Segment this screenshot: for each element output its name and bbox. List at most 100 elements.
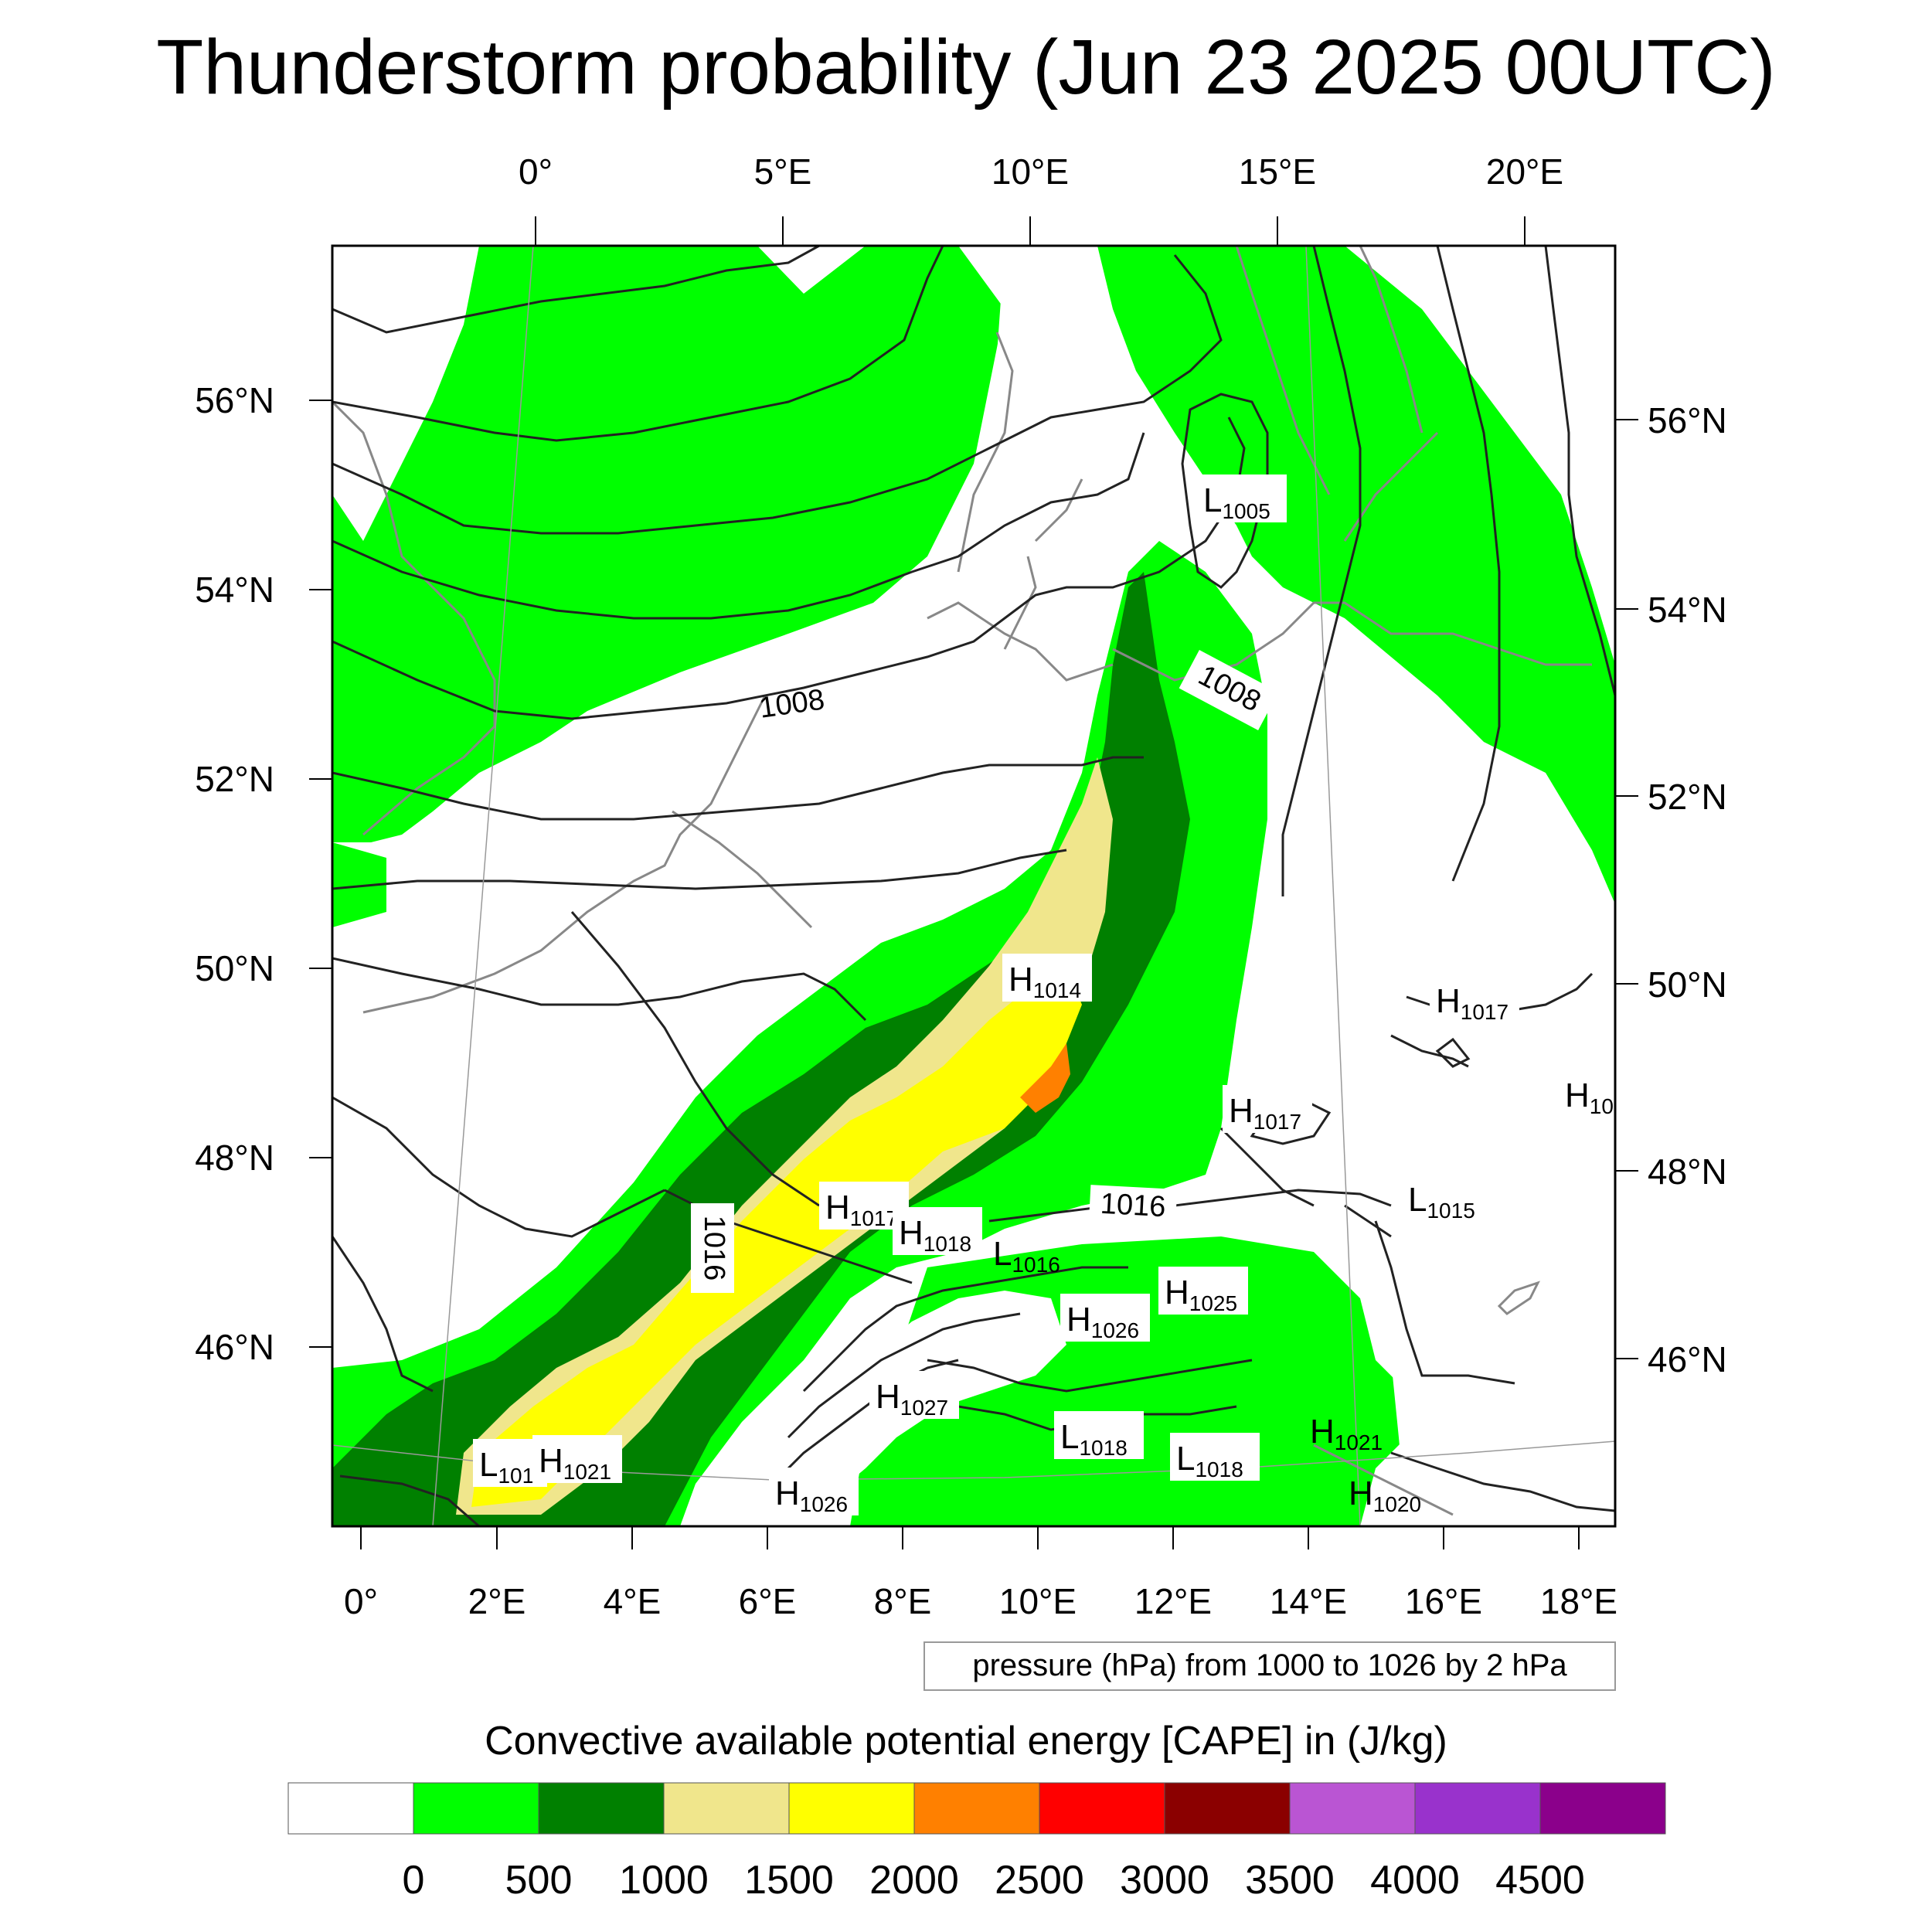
map-title: Thunderstorm probability (Jun 23 2025 00… <box>156 24 1776 111</box>
pressure-center-box <box>1060 1294 1150 1342</box>
pressure-center-H-3: H1017 <box>1430 975 1519 1024</box>
pressure-center-box <box>532 1435 622 1483</box>
coastline-britain <box>332 400 496 836</box>
top-lon-label-2: 10°E <box>992 151 1069 192</box>
pressure-center-L-12: L1018 <box>1054 1411 1144 1460</box>
right-lat-label-1: 54°N <box>1648 590 1727 630</box>
pressure-center-label: L1016 <box>993 1235 1060 1277</box>
bottom-lon-label-3: 6°E <box>739 1581 797 1621</box>
isobar-alps-f <box>1390 1451 1615 1512</box>
pressure-center-L-7: L1015 <box>1408 1181 1475 1223</box>
isobar-8 <box>332 957 867 1022</box>
isobar-alps-c <box>771 1359 959 1485</box>
isobar-label-1016-horizontal: 1016 <box>1100 1188 1167 1223</box>
pressure-center-box <box>1054 1411 1144 1459</box>
legend-swatch <box>287 1782 414 1835</box>
left-lat-label-1: 54°N <box>195 570 274 610</box>
pressure-center-H-14: H1021 <box>1310 1413 1383 1455</box>
legend-swatch <box>1539 1782 1666 1835</box>
pressure-center-label: L1015 <box>1408 1181 1475 1223</box>
coastline-balaton <box>1497 1281 1540 1315</box>
pressure-center-label: L1018 <box>1176 1440 1243 1482</box>
pressure-center-H-9: H1025 <box>1158 1267 1248 1315</box>
pressure-center-L-8: L1016 <box>993 1235 1060 1277</box>
pressure-center-box <box>1170 1433 1260 1481</box>
isobar-alps-d <box>927 1359 1253 1393</box>
legend-label: 3500 <box>1245 1858 1335 1903</box>
legend-swatch <box>1039 1782 1165 1835</box>
right-lat-label-3: 50°N <box>1648 964 1727 1005</box>
pressure-center-label: H1014 <box>1009 961 1081 1003</box>
isobar-3 <box>332 254 1223 535</box>
bottom-lon-label-2: 4°E <box>604 1581 662 1621</box>
bottom-lon-label-7: 14°E <box>1270 1581 1347 1621</box>
legend-label: 4000 <box>1370 1858 1460 1903</box>
legend-swatch <box>1164 1782 1291 1835</box>
coastlines <box>332 246 1592 1516</box>
right-lat-label-5: 46°N <box>1648 1339 1727 1379</box>
isobar-5 <box>332 417 1246 720</box>
map-area <box>331 244 1617 1528</box>
top-lon-label-3: 15°E <box>1239 151 1316 192</box>
isobar-9 <box>332 1096 665 1238</box>
contour-info-box: pressure (hPa) from 1000 to 1026 by 2 hP… <box>923 1641 1616 1691</box>
legend-swatch <box>913 1782 1040 1835</box>
bottom-lon-label-4: 8°E <box>874 1581 932 1621</box>
right-lat-label-4: 48°N <box>1648 1151 1727 1192</box>
bottom-lon-label-5: 10°E <box>999 1581 1077 1621</box>
bottom-lon-label-6: 12°E <box>1134 1581 1212 1621</box>
legend-swatch <box>1414 1782 1541 1835</box>
pressure-center-label: H1027 <box>876 1378 948 1420</box>
legend-label: 4500 <box>1495 1858 1585 1903</box>
pressure-center-box <box>1002 954 1092 1002</box>
no-cape-enclave-north <box>974 246 1121 711</box>
legend-label: 2500 <box>995 1858 1084 1903</box>
pressure-center-H-2: H1017 <box>1223 1085 1312 1134</box>
pressure-center-L-0: L1005 <box>1197 474 1287 523</box>
isobar-alps-b <box>787 1312 1021 1439</box>
graticule-meridian-15e <box>1305 246 1361 1526</box>
cape-legend: Convective available potential energy [C… <box>287 1719 1666 1903</box>
pressure-center-label: L1018 <box>1060 1418 1128 1461</box>
graticule-meridian-0 <box>432 246 534 1526</box>
cape-zone-500-east <box>1097 246 1615 904</box>
pressure-center-H-5: H1017 <box>819 1182 909 1230</box>
left-lat-label-2: 52°N <box>195 759 274 799</box>
legend-label: 500 <box>505 1858 573 1903</box>
pressure-center-label: H1026 <box>1066 1301 1139 1343</box>
legend-label: 1500 <box>744 1858 834 1903</box>
isobar-7 <box>332 849 1067 890</box>
cape-zone-500-band <box>332 541 1267 1526</box>
legend-label: 1000 <box>619 1858 709 1903</box>
bottom-lon-label-8: 16°E <box>1405 1581 1482 1621</box>
map-frame <box>331 244 1617 1528</box>
pressure-center-label: H10 <box>1565 1077 1614 1119</box>
legend-label: 3000 <box>1120 1858 1209 1903</box>
isobar-21 <box>1374 1220 1515 1385</box>
pressure-center-H-4: H10 <box>1565 1077 1614 1119</box>
isobar-6 <box>332 756 1144 821</box>
pressure-center-label: H1025 <box>1165 1274 1237 1316</box>
legend-title: Convective available potential energy [C… <box>485 1719 1447 1764</box>
pressure-center-box <box>893 1207 982 1255</box>
bottom-lon-label-9: 18°E <box>1540 1581 1617 1621</box>
pressure-center-label: H1026 <box>775 1475 848 1517</box>
left-lat-label-5: 46°N <box>195 1327 274 1367</box>
legend-swatch <box>413 1782 539 1835</box>
top-lon-label-1: 5°E <box>754 151 812 192</box>
isobar-19 <box>1436 246 1501 882</box>
right-latitude-axis: 56°N 54°N 52°N 50°N 48°N 46°N <box>1615 400 1727 1379</box>
bottom-lon-label-0: 0° <box>344 1581 378 1621</box>
right-lat-label-0: 56°N <box>1648 400 1727 440</box>
isobar-10 <box>332 1236 434 1393</box>
pressure-center-box <box>1430 975 1519 1023</box>
legend-swatch <box>1289 1782 1416 1835</box>
pressure-center-label: H1017 <box>1436 982 1509 1025</box>
coastline-sweden <box>1235 246 1423 495</box>
legend-swatch <box>663 1782 790 1835</box>
legend-swatch <box>538 1782 665 1835</box>
legend-labels: 0 500 1000 1500 2000 2500 3000 3500 4000 4500 <box>403 1858 1585 1903</box>
cape-zone-2000-band <box>471 966 1082 1507</box>
